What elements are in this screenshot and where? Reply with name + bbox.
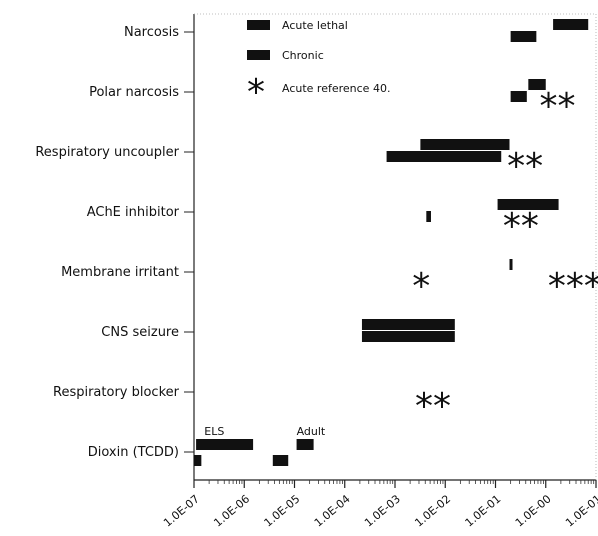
range-bars: [194, 19, 589, 466]
category-label-cns-seizure: CNS seizure: [101, 325, 179, 340]
acute-lethal-bar-narcosis: [553, 19, 589, 30]
acute-reference-star-respiratory-blocker: **: [415, 386, 451, 427]
dioxin-annotations: ELS Adult: [204, 425, 326, 438]
legend: Acute lethal Chronic * Acute reference 40.: [247, 19, 390, 113]
acute-lethal-bar-respiratory-uncoupler: [420, 139, 510, 150]
chronic-bar-dioxin-tcdd: [272, 455, 289, 466]
acute-reference-star-respiratory-uncoupler: **: [507, 146, 543, 187]
legend-label-acute-reference-40: Acute reference 40.: [282, 82, 390, 95]
legend-label-acute-lethal: Acute lethal: [282, 19, 348, 32]
acute-lethal-bar-ache-inhibitor: [497, 199, 559, 210]
x-tick-label: 1.0E-00: [513, 492, 554, 529]
chronic-bar-respiratory-uncoupler: [386, 151, 502, 162]
acute-reference-star-membrane-irritant: *: [412, 266, 430, 307]
legend-swatch-acute-lethal: [247, 20, 270, 30]
els-label: ELS: [204, 425, 224, 438]
acute-reference-star-membrane-irritant: ***: [548, 266, 598, 307]
x-tick-label: 1.0E-01: [463, 492, 504, 529]
legend-star-icon: *: [247, 72, 265, 113]
category-label-polar-narcosis: Polar narcosis: [89, 85, 179, 100]
acute-reference-star-polar-narcosis: **: [539, 86, 575, 127]
x-tick-label: 1.0E-06: [211, 492, 252, 529]
acute-lethal-bar-dioxin-tcdd: [296, 439, 314, 450]
x-tick-label: 1.0E-07: [161, 492, 202, 529]
acute-lethal-bar-polar-narcosis: [528, 79, 546, 90]
chronic-bar-ache-inhibitor: [426, 211, 431, 222]
category-label-respiratory-uncoupler: Respiratory uncoupler: [35, 145, 179, 160]
x-tick-label: 1.0E-05: [262, 492, 303, 529]
chronic-bar-polar-narcosis: [510, 91, 527, 102]
legend-label-chronic: Chronic: [282, 49, 324, 62]
category-label-dioxin-tcdd: Dioxin (TCDD): [88, 445, 179, 460]
category-label-respiratory-blocker: Respiratory blocker: [53, 385, 180, 400]
chronic-bar-narcosis: [510, 31, 537, 42]
x-tick-label: 1.0E-03: [362, 492, 403, 529]
category-label-ache-inhibitor: AChE inhibitor: [87, 205, 180, 220]
category-label-membrane-irritant: Membrane irritant: [61, 265, 179, 280]
acute-lethal-bar-membrane-irritant: [509, 259, 513, 270]
x-tick-label: 1.0E-02: [412, 492, 453, 529]
legend-swatch-chronic: [247, 50, 270, 60]
x-tick-label: 1.0E-04: [312, 492, 353, 529]
category-labels: Narcosis Polar narcosis Respiratory uncoup…: [35, 25, 194, 460]
x-axis-tick-labels: 1.0E-07 1.0E-06 1.0E-05 1.0E-04 1.0E-03 1.0E-…: [161, 492, 598, 529]
adult-label: Adult: [297, 425, 326, 438]
acute-lethal-bar-cns-seizure: [361, 319, 455, 330]
acute-reference-markers: ******* *****: [412, 86, 598, 427]
category-label-narcosis: Narcosis: [124, 25, 179, 40]
acute-reference-star-ache-inhibitor: **: [503, 206, 539, 247]
x-tick-label: 1.0E-01: [563, 492, 598, 529]
acute-lethal-bar-dioxin-tcdd: [196, 439, 254, 450]
chronic-bar-dioxin-tcdd: [194, 455, 202, 466]
chronic-bar-cns-seizure: [361, 331, 455, 342]
x-axis-ticks: [193, 480, 597, 488]
